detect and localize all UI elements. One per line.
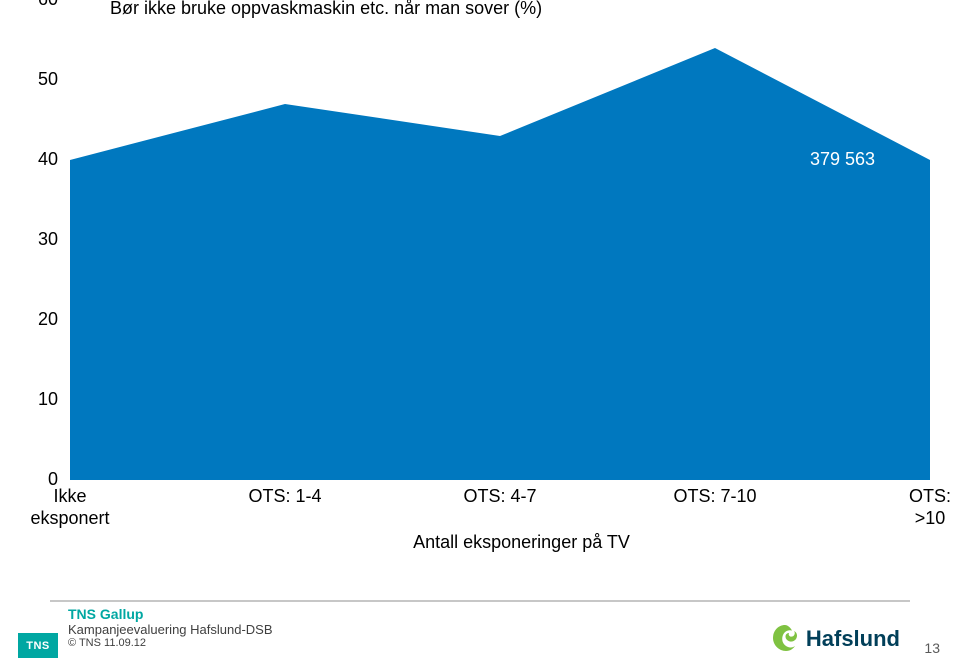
copyright-line: © TNS 11.09.12 — [68, 637, 273, 649]
hafslund-logo-text: Hafslund — [806, 626, 900, 652]
footer-text-block: TNS Gallup Kampanjeevaluering Hafslund-D… — [68, 606, 273, 649]
x-tick: Ikke eksponert — [30, 486, 109, 529]
data-label: 379 563 — [810, 149, 875, 170]
y-tick: 60 — [8, 0, 58, 10]
tns-logo-text: TNS — [26, 640, 50, 652]
campaign-line: Kampanjeevaluering Hafslund-DSB — [68, 622, 273, 637]
footer-divider — [50, 600, 910, 602]
chart-plot — [70, 0, 930, 480]
y-tick: 10 — [8, 389, 58, 410]
x-tick: OTS: 7-10 — [673, 486, 756, 508]
x-tick: OTS: 1-4 — [248, 486, 321, 508]
y-tick: 50 — [8, 69, 58, 90]
footer: TNS TNS Gallup Kampanjeevaluering Hafslu… — [0, 600, 960, 670]
x-axis-title: Antall eksponeringer på TV — [328, 532, 715, 553]
gallup-brand: TNS Gallup — [68, 606, 273, 622]
x-tick: OTS: 4-7 — [463, 486, 536, 508]
y-tick: 30 — [8, 229, 58, 250]
y-tick: 20 — [8, 309, 58, 330]
swirl-icon — [768, 622, 802, 656]
tns-logo-box: TNS — [18, 633, 58, 658]
area-series-foreground — [70, 48, 930, 480]
x-tick: OTS: >10 — [909, 486, 951, 529]
hafslund-logo: Hafslund — [768, 622, 900, 656]
y-tick: 40 — [8, 149, 58, 170]
page-number: 13 — [924, 640, 940, 656]
chart-title: Bør ikke bruke oppvaskmaskin etc. når ma… — [110, 0, 542, 19]
